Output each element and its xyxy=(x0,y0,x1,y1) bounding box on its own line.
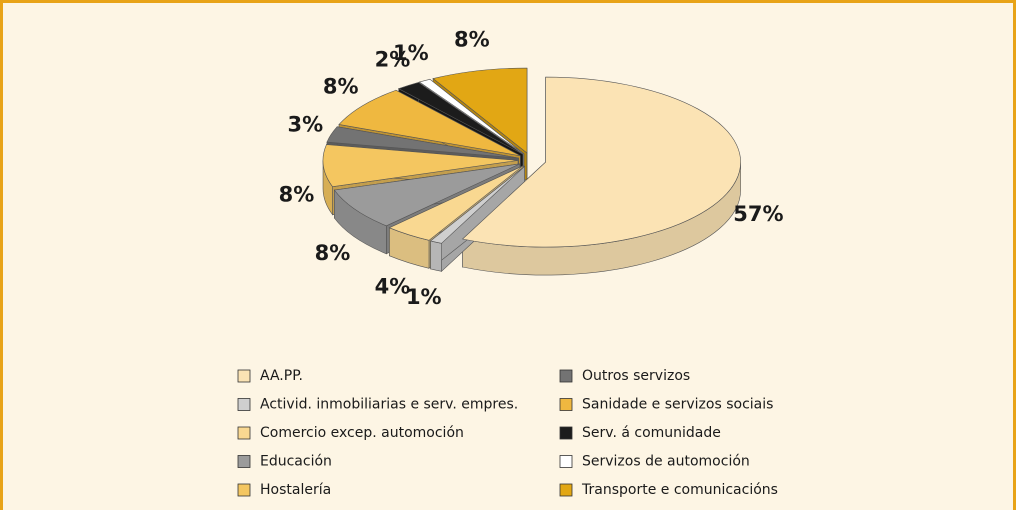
slice xyxy=(333,163,520,227)
value-label: 8% xyxy=(279,183,315,207)
slice xyxy=(322,144,519,188)
legend-label: AA.PP. xyxy=(260,368,303,384)
legend-swatch xyxy=(559,398,573,411)
legend-swatch xyxy=(237,369,251,383)
legend-swatch xyxy=(237,455,251,468)
slice xyxy=(429,166,525,244)
legend-label: Serv. á comunidade xyxy=(582,425,721,441)
value-label: 4% xyxy=(375,275,411,299)
legend-label: Outros servizos xyxy=(582,368,690,384)
value-label: 3% xyxy=(287,113,323,137)
legend-label: Activid. inmobiliarias e serv. empres. xyxy=(260,397,518,413)
legend-swatch xyxy=(237,483,251,497)
legend-label: Servizos de automoción xyxy=(582,454,750,470)
slice xyxy=(418,78,525,155)
value-label: 2% xyxy=(375,47,411,71)
legend-swatch xyxy=(559,455,573,468)
legend-label: Sanidade e servizos sociais xyxy=(582,397,773,413)
slice xyxy=(461,76,741,248)
value-label: 8% xyxy=(454,28,490,52)
slice xyxy=(338,89,521,157)
legend-label: Educación xyxy=(260,454,332,470)
pie: 57%1%4%8%8%3%8%2%1%8% xyxy=(279,28,784,309)
value-label: 8% xyxy=(315,241,351,265)
legend-swatch xyxy=(559,426,573,440)
slice xyxy=(397,82,524,155)
legend-label: Hostalería xyxy=(260,482,331,498)
value-label: 1% xyxy=(406,285,442,309)
value-label: 8% xyxy=(323,75,359,99)
slice xyxy=(326,126,519,159)
legend-swatch xyxy=(237,426,251,440)
slice-side xyxy=(430,240,442,272)
legend: AA.PP. Activid. inmobiliarias e serv. emp… xyxy=(237,368,778,498)
slice xyxy=(432,67,528,154)
slice xyxy=(388,165,524,241)
legend-swatch xyxy=(559,483,573,497)
legend-swatch xyxy=(237,398,251,411)
value-label: 1% xyxy=(393,41,429,65)
value-label: 57% xyxy=(733,202,783,226)
legend-swatch xyxy=(559,369,573,383)
legend-label: Comercio excep. automoción xyxy=(260,425,464,441)
legend-label: Transporte e comunicacións xyxy=(581,482,778,498)
